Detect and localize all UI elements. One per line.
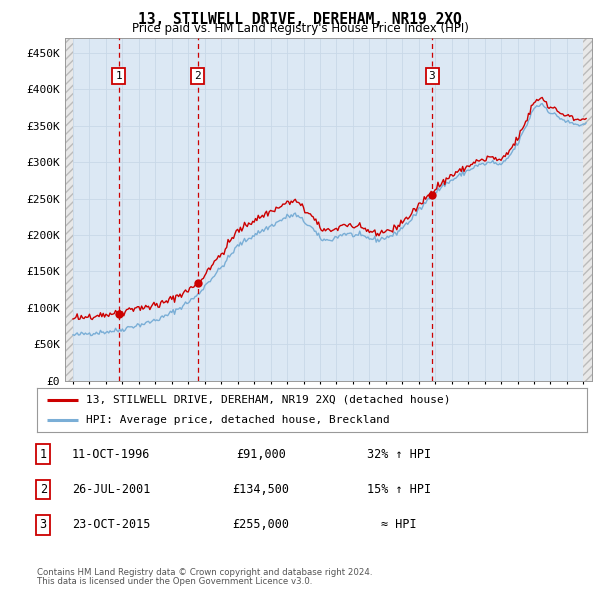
- Text: 15% ↑ HPI: 15% ↑ HPI: [367, 483, 431, 496]
- Text: £91,000: £91,000: [236, 447, 286, 461]
- Text: 3: 3: [40, 518, 47, 532]
- Text: 2: 2: [194, 71, 201, 81]
- Text: £255,000: £255,000: [233, 518, 290, 532]
- Text: 1: 1: [40, 447, 47, 461]
- Text: This data is licensed under the Open Government Licence v3.0.: This data is licensed under the Open Gov…: [37, 578, 313, 586]
- Text: HPI: Average price, detached house, Breckland: HPI: Average price, detached house, Brec…: [86, 415, 389, 425]
- Text: £134,500: £134,500: [233, 483, 290, 496]
- Text: 1: 1: [116, 71, 122, 81]
- Text: 13, STILWELL DRIVE, DEREHAM, NR19 2XQ: 13, STILWELL DRIVE, DEREHAM, NR19 2XQ: [138, 12, 462, 27]
- Text: Contains HM Land Registry data © Crown copyright and database right 2024.: Contains HM Land Registry data © Crown c…: [37, 568, 373, 577]
- Text: 11-OCT-1996: 11-OCT-1996: [72, 447, 150, 461]
- Text: Price paid vs. HM Land Registry's House Price Index (HPI): Price paid vs. HM Land Registry's House …: [131, 22, 469, 35]
- Bar: [583, 38, 592, 381]
- Bar: [65, 38, 73, 381]
- Text: 2: 2: [40, 483, 47, 496]
- Text: 3: 3: [429, 71, 436, 81]
- Text: 26-JUL-2001: 26-JUL-2001: [72, 483, 150, 496]
- Text: 13, STILWELL DRIVE, DEREHAM, NR19 2XQ (detached house): 13, STILWELL DRIVE, DEREHAM, NR19 2XQ (d…: [86, 395, 450, 405]
- Text: 32% ↑ HPI: 32% ↑ HPI: [367, 447, 431, 461]
- Text: ≈ HPI: ≈ HPI: [381, 518, 417, 532]
- Text: 23-OCT-2015: 23-OCT-2015: [72, 518, 150, 532]
